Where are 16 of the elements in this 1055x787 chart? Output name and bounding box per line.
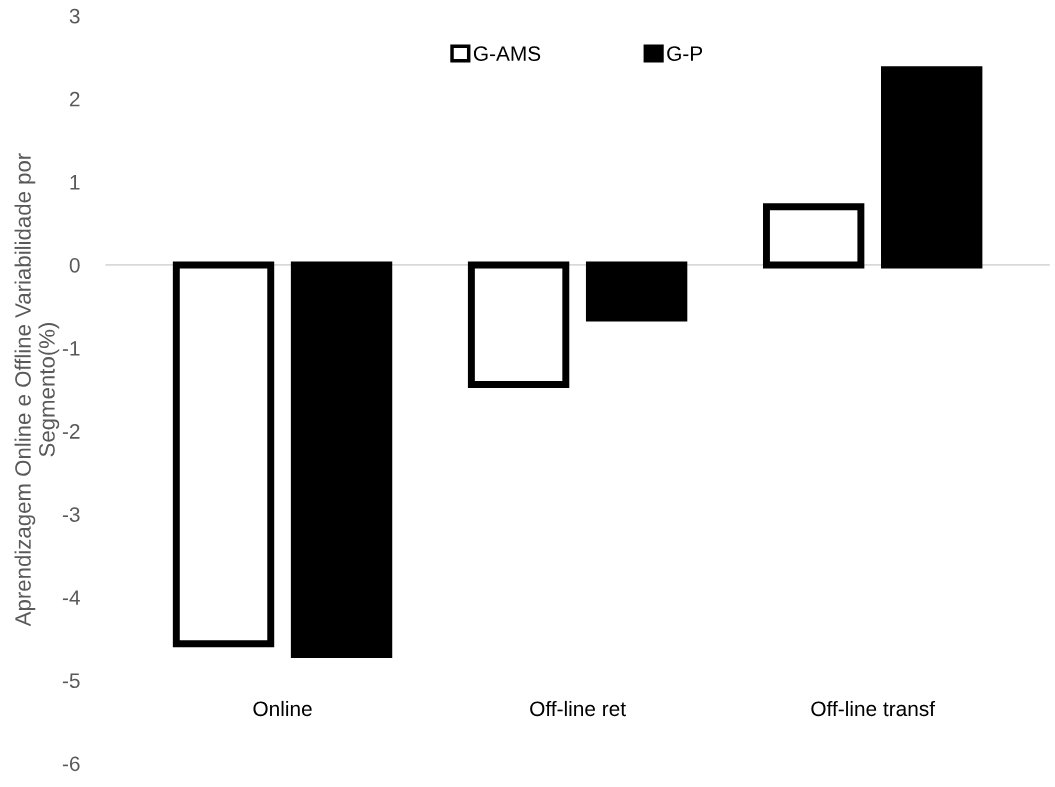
y-tick-label: -3 bbox=[62, 507, 80, 522]
y-tick-label: 0 bbox=[69, 257, 80, 273]
y-tick-label: -1 bbox=[62, 341, 80, 356]
y-tick-label: -5 bbox=[62, 673, 80, 689]
legend-label: G-AMS bbox=[473, 46, 541, 62]
y-tick-label: -4 bbox=[62, 590, 80, 605]
y-tick-label: 3 bbox=[69, 8, 80, 24]
x-tick-label: Online bbox=[253, 700, 312, 717]
legend-label: G-P bbox=[667, 46, 703, 62]
y-tick-label: 2 bbox=[69, 91, 80, 107]
x-tick-label: Off-line ret bbox=[530, 700, 626, 717]
y-tick-label: -6 bbox=[62, 756, 80, 772]
y-tick-label: 1 bbox=[70, 175, 80, 190]
y-axis-title: Aprendizagem Online e Offline Variabilidade por Segmento(%) bbox=[14, 153, 60, 627]
x-tick-label: Off-line transf bbox=[811, 700, 936, 717]
y-tick-label: -2 bbox=[62, 424, 80, 439]
